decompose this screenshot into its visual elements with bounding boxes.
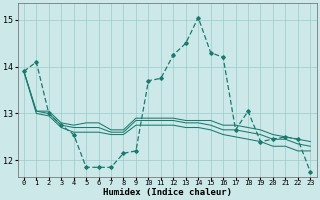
X-axis label: Humidex (Indice chaleur): Humidex (Indice chaleur) bbox=[103, 188, 232, 197]
